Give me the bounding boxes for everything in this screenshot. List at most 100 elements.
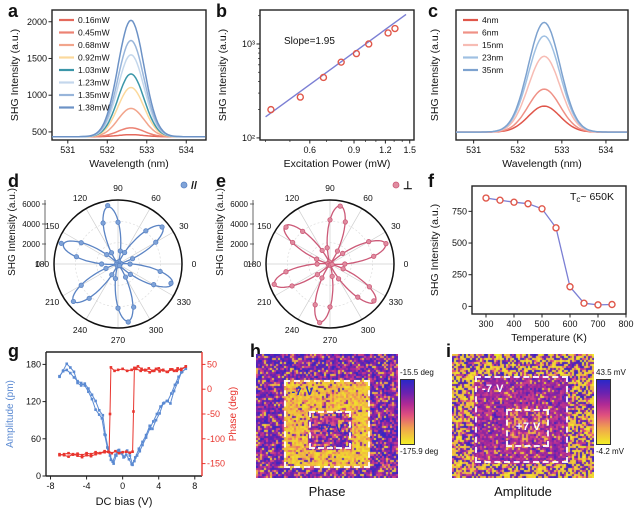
amplitude-image: -7 V +7 V: [452, 354, 594, 478]
panel-d: d 0 30 60 90 120 150 180 210 240 270 300 330 0 2000 40…: [6, 171, 212, 345]
phase-colorbar: -15.5 deg -175.9 deg: [400, 368, 446, 456]
svg-text:Amplitude (pm): Amplitude (pm): [5, 380, 16, 448]
panel-f-label: f: [428, 171, 434, 191]
panel-b-chart: 0.6 0.9 1.2 1.5 10² 10³ Excitation Power (mW) S…: [217, 9, 416, 170]
svg-text:0.45mW: 0.45mW: [78, 28, 110, 38]
svg-text:250: 250: [452, 270, 467, 280]
panel-c-label: c: [428, 1, 439, 21]
svg-text:4nm: 4nm: [482, 15, 499, 25]
amplitude-colorbar-min: -4.2 mV: [596, 447, 625, 456]
panel-e-chart: 0 30 60 90 120 150 180 210 240 270 300 330 0 2000 4000…: [215, 180, 413, 345]
panel-h-label: h: [250, 341, 261, 361]
panel-g-label: g: [8, 341, 19, 361]
bias-label-outer: -7 V: [291, 386, 314, 399]
amplitude-colorbar-gradient: [596, 379, 611, 445]
svg-text://: //: [191, 180, 197, 192]
svg-text:500: 500: [534, 319, 549, 329]
svg-text:-50: -50: [207, 409, 220, 419]
svg-text:1.5: 1.5: [403, 145, 416, 155]
svg-text:35nm: 35nm: [482, 65, 503, 75]
svg-text:0.16mW: 0.16mW: [78, 15, 110, 25]
svg-text:SHG Intensity (a.u.): SHG Intensity (a.u.): [429, 29, 441, 121]
svg-text:⊥: ⊥: [403, 180, 413, 192]
svg-text:Phase (deg): Phase (deg): [228, 387, 239, 441]
svg-text:0: 0: [36, 471, 41, 481]
panel-d-chart: 0306090120150180210240270300330020004000…: [7, 180, 197, 345]
panel-d-label: d: [8, 171, 19, 191]
svg-text:SHG Intensity (a.u.): SHG Intensity (a.u.): [217, 29, 229, 121]
svg-text:0: 0: [244, 260, 249, 269]
svg-text:120: 120: [26, 397, 41, 407]
svg-text:600: 600: [562, 319, 577, 329]
svg-text:0.9: 0.9: [348, 145, 361, 155]
poled-region-inner-outline: [308, 411, 352, 450]
svg-text:1.38mW: 1.38mW: [78, 103, 110, 113]
svg-text:-4: -4: [83, 481, 91, 491]
svg-text:Slope=1.95: Slope=1.95: [284, 36, 335, 47]
svg-text:50: 50: [207, 359, 217, 369]
bias-label-outer: -7 V: [481, 382, 504, 395]
svg-text:534: 534: [598, 145, 613, 155]
panel-e: e 0 30 60 90 120 150 180 210 240 270 300 330 0 2000 40…: [214, 172, 424, 345]
poled-region-outer-outline: [284, 380, 370, 469]
svg-text:Tc~ 650K: Tc~ 650K: [570, 191, 614, 204]
svg-text:210: 210: [257, 297, 271, 307]
amplitude-colorbar: 43.5 mV -4.2 mV: [596, 368, 640, 456]
svg-text:240: 240: [285, 325, 299, 335]
panel-i-label: i: [446, 341, 452, 361]
svg-text:0: 0: [404, 259, 409, 269]
svg-text:500: 500: [32, 127, 47, 137]
svg-text:531: 531: [466, 145, 481, 155]
svg-text:4: 4: [156, 481, 161, 491]
svg-text:210: 210: [45, 297, 59, 307]
svg-text:180: 180: [247, 259, 261, 269]
svg-text:532: 532: [510, 145, 525, 155]
svg-text:533: 533: [554, 145, 569, 155]
phase-image: -7 V +7 V: [256, 354, 398, 478]
svg-text:4000: 4000: [22, 220, 40, 229]
svg-text:1.2: 1.2: [379, 145, 392, 155]
svg-text:240: 240: [73, 325, 87, 335]
panel-b: b 0.6 0.9 1.2 1.5 10² 10³ Excitation Power (mW…: [214, 2, 424, 170]
phase-caption: Phase: [308, 484, 346, 499]
svg-text:-100: -100: [207, 434, 225, 444]
svg-text:330: 330: [389, 297, 403, 307]
panel-g-chart: -8 -4 0 4 8 0 60 120 180 50 0 -50 -100 -150 DC bias (V…: [5, 351, 239, 508]
panel-g: g -8 -4 0 4 8 0 60 120 180 50 0 -50 -100 -150 DC bias …: [2, 342, 240, 508]
svg-text:SHG Intensity (a.u.): SHG Intensity (a.u.): [215, 188, 226, 276]
svg-text:4000: 4000: [230, 220, 248, 229]
svg-text:800: 800: [618, 319, 633, 329]
panel-i: i -7 V +7 V 43.5 mV -4.2 mV Amplitude: [440, 341, 640, 508]
svg-text:SHG Intensity (a.u.): SHG Intensity (a.u.): [7, 188, 18, 276]
svg-text:-150: -150: [207, 459, 225, 469]
svg-text:15nm: 15nm: [482, 40, 503, 50]
svg-text:0: 0: [462, 301, 467, 311]
svg-text:1.03mW: 1.03mW: [78, 65, 110, 75]
svg-text:0: 0: [36, 260, 41, 269]
svg-text:DC bias (V): DC bias (V): [96, 496, 153, 508]
panel-b-label: b: [216, 1, 227, 21]
svg-text:0: 0: [207, 384, 212, 394]
svg-text:10²: 10²: [242, 133, 255, 143]
poled-region-outer-outline: [474, 376, 569, 464]
svg-text:150: 150: [45, 221, 59, 231]
amplitude-colorbar-max: 43.5 mV: [596, 368, 626, 377]
svg-text:8: 8: [192, 481, 197, 491]
panel-f-chart: 300 400 500 600 700 800 0 250 500 750 Temperature …: [429, 185, 634, 344]
svg-text:0.92mW: 0.92mW: [78, 53, 110, 63]
svg-text:270: 270: [323, 335, 337, 344]
panel-a-label: a: [8, 1, 19, 21]
svg-text:60: 60: [31, 434, 41, 444]
svg-text:10³: 10³: [242, 39, 255, 49]
svg-text:700: 700: [590, 319, 605, 329]
phase-colorbar-max: -15.5 deg: [400, 368, 434, 377]
panel-f: f 300 400 500 600 700 800 0 250 500 750 Temperatur…: [426, 172, 636, 344]
poled-region-inner-outline: [505, 408, 549, 447]
svg-text:0: 0: [120, 481, 125, 491]
svg-text:Wavelength (nm): Wavelength (nm): [89, 158, 169, 170]
svg-text:150: 150: [257, 221, 271, 231]
svg-text:330: 330: [177, 297, 191, 307]
svg-text:Temperature (K): Temperature (K): [511, 332, 587, 344]
svg-text:300: 300: [361, 325, 375, 335]
svg-text:180: 180: [26, 359, 41, 369]
